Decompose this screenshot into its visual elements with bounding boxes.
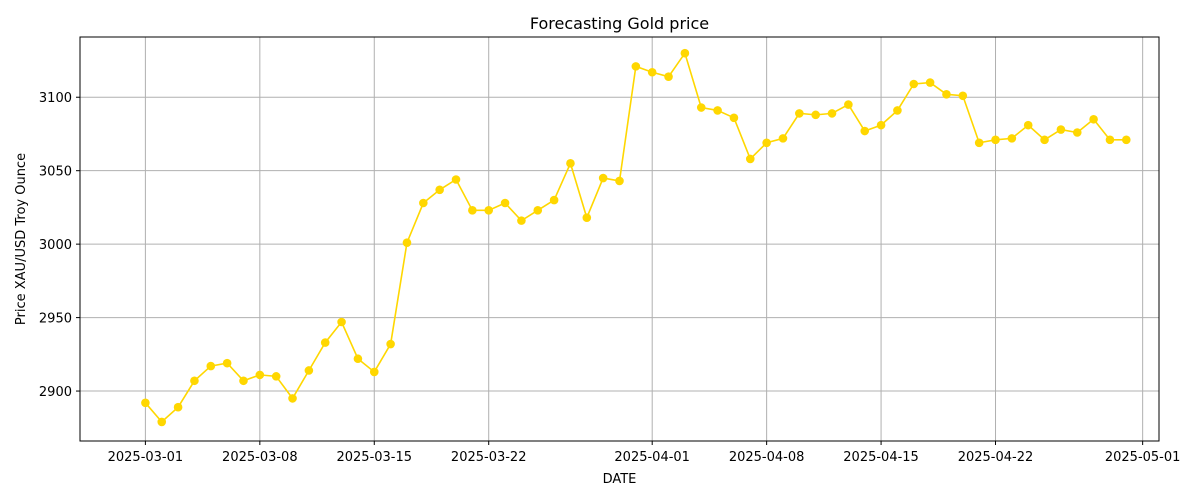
data-point bbox=[762, 138, 771, 148]
data-point bbox=[484, 206, 494, 215]
plot-frame bbox=[79, 36, 1160, 442]
data-point bbox=[419, 198, 428, 208]
data-point bbox=[271, 372, 281, 381]
data-point bbox=[1122, 135, 1131, 145]
series-layer bbox=[141, 48, 1131, 427]
data-point bbox=[1105, 135, 1115, 145]
data-point bbox=[696, 103, 706, 112]
series-line bbox=[144, 51, 1127, 424]
data-point bbox=[206, 361, 216, 371]
data-point bbox=[468, 206, 477, 215]
data-point bbox=[549, 195, 559, 205]
data-point bbox=[582, 213, 592, 222]
data-point bbox=[778, 134, 788, 143]
data-point bbox=[1007, 134, 1017, 143]
data-point bbox=[517, 216, 526, 225]
data-point bbox=[1072, 128, 1082, 137]
data-point bbox=[173, 402, 183, 412]
grid bbox=[80, 37, 1159, 441]
data-point bbox=[1040, 135, 1049, 145]
y-tick-label: 3050 bbox=[39, 165, 72, 180]
data-point bbox=[680, 48, 690, 58]
data-point bbox=[844, 100, 853, 109]
data-point bbox=[369, 367, 379, 377]
data-point bbox=[288, 394, 297, 403]
y-tick-label: 3000 bbox=[39, 238, 72, 253]
data-point bbox=[942, 89, 951, 99]
data-point bbox=[222, 358, 232, 368]
data-point bbox=[811, 110, 820, 120]
x-tick-label: 2025-04-15 bbox=[843, 450, 919, 465]
data-point bbox=[598, 173, 608, 183]
x-tick-label: 2025-04-01 bbox=[614, 450, 690, 465]
data-point bbox=[974, 138, 984, 148]
data-point bbox=[239, 376, 248, 386]
data-point bbox=[1089, 114, 1098, 124]
x-tick-label: 2025-03-15 bbox=[336, 450, 412, 465]
data-point bbox=[533, 206, 543, 215]
data-point bbox=[566, 159, 575, 168]
data-point bbox=[157, 417, 167, 427]
x-tick-label: 2025-03-22 bbox=[451, 450, 527, 465]
data-point bbox=[925, 78, 935, 87]
x-tick-label: 2025-03-01 bbox=[108, 450, 184, 465]
data-point bbox=[827, 109, 837, 118]
data-point bbox=[402, 238, 412, 247]
x-tick-label: 2025-04-22 bbox=[958, 450, 1034, 465]
data-point bbox=[1023, 120, 1033, 130]
data-point bbox=[320, 338, 330, 347]
data-point bbox=[386, 339, 395, 349]
y-axis-label: Price XAU/USD Troy Ounce bbox=[14, 153, 29, 325]
data-point bbox=[860, 126, 870, 136]
x-tick-label: 2025-04-08 bbox=[729, 450, 805, 465]
data-point bbox=[255, 370, 265, 380]
x-tick-label: 2025-05-01 bbox=[1105, 450, 1181, 465]
data-point bbox=[991, 135, 1000, 145]
data-point bbox=[500, 198, 510, 208]
data-point bbox=[795, 109, 804, 118]
data-point bbox=[631, 62, 641, 71]
ticks: 2025-03-01 2025-03-08 2025-03-15 2025-03-22… bbox=[39, 91, 1181, 465]
data-point bbox=[664, 72, 673, 81]
data-point bbox=[337, 317, 346, 327]
data-point bbox=[304, 366, 314, 375]
data-point bbox=[141, 398, 150, 408]
y-tick-label: 2950 bbox=[39, 312, 72, 327]
chart-title: Forecasting Gold price bbox=[530, 14, 709, 33]
x-tick-label: 2025-03-08 bbox=[222, 450, 298, 465]
y-tick-label: 3100 bbox=[39, 91, 72, 106]
y-tick-label: 2900 bbox=[39, 385, 72, 400]
data-point bbox=[958, 91, 968, 101]
x-axis-label: DATE bbox=[603, 472, 637, 487]
data-point bbox=[893, 106, 902, 115]
data-point bbox=[647, 67, 657, 77]
data-point bbox=[451, 175, 461, 184]
data-point bbox=[876, 120, 886, 130]
data-point bbox=[713, 106, 722, 115]
data-point bbox=[435, 185, 444, 195]
data-point bbox=[190, 376, 199, 386]
data-point bbox=[745, 154, 755, 164]
data-point bbox=[729, 113, 739, 123]
data-point bbox=[615, 176, 624, 186]
data-point bbox=[1056, 125, 1066, 134]
data-point bbox=[909, 79, 919, 89]
data-point bbox=[353, 354, 363, 364]
